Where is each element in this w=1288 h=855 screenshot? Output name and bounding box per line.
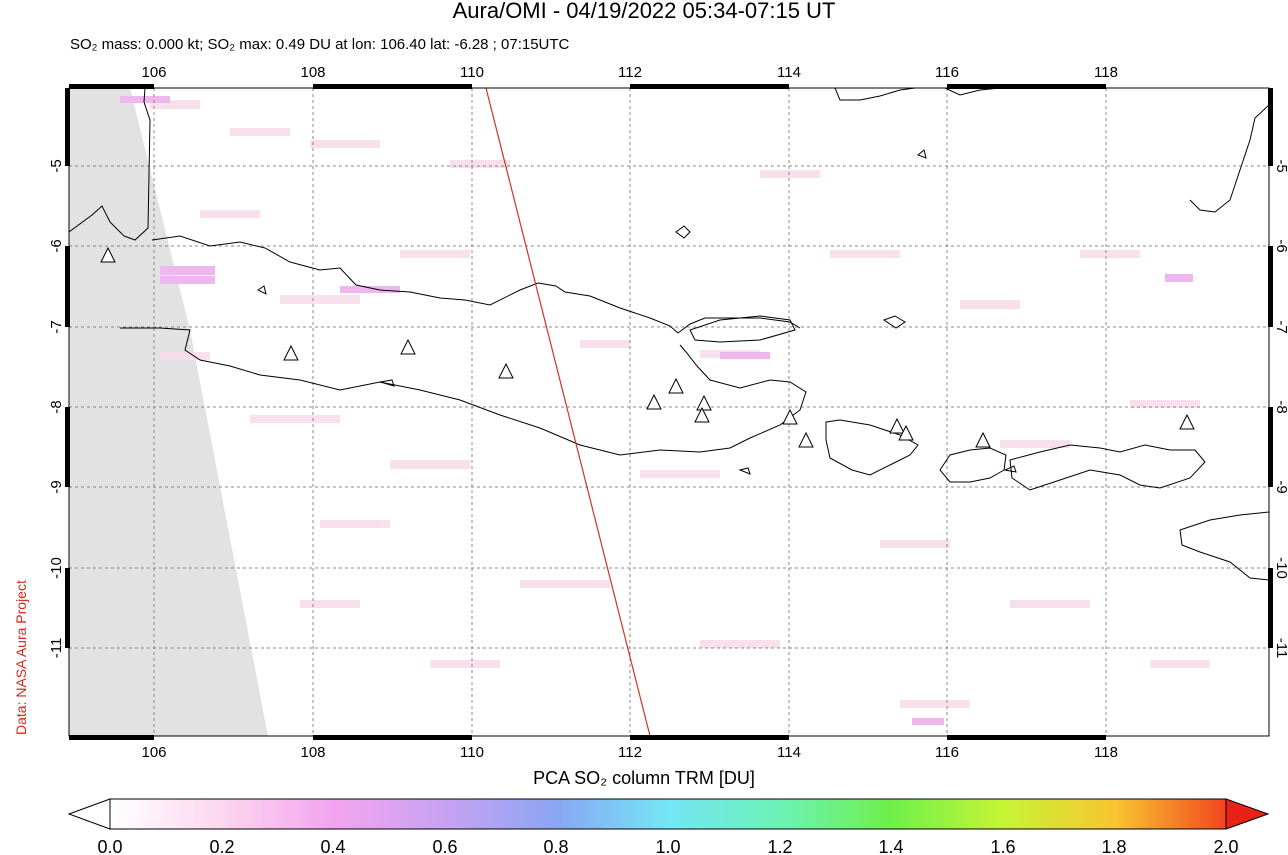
so2-swath <box>69 88 1210 736</box>
frame-checker <box>65 84 1273 740</box>
lon-label: 114 <box>777 64 801 81</box>
colorbar: 0.0 0.2 0.4 0.6 0.8 1.0 1.2 1.4 1.6 1.8 … <box>67 798 1270 855</box>
colorbar-label: 1.0 <box>655 837 680 855</box>
java-south-coast <box>120 327 807 456</box>
lat-label: -9 <box>48 480 65 493</box>
colorbar-labels: 0.0 0.2 0.4 0.6 0.8 1.0 1.2 1.4 1.6 1.8 … <box>97 837 1238 855</box>
lon-label: 106 <box>141 64 166 81</box>
colorbar-low-arrow <box>67 798 111 830</box>
lon-label: 114 <box>777 744 801 761</box>
colorbar-label: 1.6 <box>990 837 1015 855</box>
triangle-icon <box>696 394 712 411</box>
triangle-icon <box>694 406 710 423</box>
lon-label: 106 <box>141 744 166 761</box>
sumatra-coast <box>69 88 151 241</box>
lombok-coast <box>939 447 1007 483</box>
madura-coast <box>689 315 796 343</box>
lon-labels-bottom: 106 108 110 112 114 116 118 <box>141 744 1117 761</box>
lat-label: -8 <box>1273 400 1288 413</box>
map-subtitle: SO₂ mass: 0.000 kt; SO₂ max: 0.49 DU at … <box>70 36 570 53</box>
colorbar-label: 0.0 <box>97 837 122 855</box>
lat-label: -6 <box>1273 239 1288 252</box>
lat-labels-right: -5 -6 -7 -8 -9 -10 -11 <box>1273 159 1288 658</box>
colorbar-label: 2.0 <box>1213 837 1238 855</box>
orbit-track <box>485 87 651 737</box>
lon-label: 110 <box>460 64 484 81</box>
colorbar-label: 0.8 <box>543 837 568 855</box>
lon-label: 118 <box>1094 744 1118 761</box>
colorbar-ramp <box>109 798 1227 830</box>
lat-label: -11 <box>48 638 65 659</box>
colorbar-label: 1.8 <box>1101 837 1126 855</box>
lon-labels-top: 106 108 110 112 114 116 118 <box>141 64 1117 81</box>
so2-pixels <box>150 100 1210 708</box>
no-data-region <box>69 88 268 736</box>
lat-label: -7 <box>1273 320 1288 333</box>
map-title: Aura/OMI - 04/19/2022 05:34-07:15 UT <box>452 0 836 23</box>
lat-label: -5 <box>48 159 65 172</box>
triangle-icon <box>1179 413 1195 430</box>
lon-label: 112 <box>618 744 642 761</box>
lat-label: -9 <box>1273 480 1288 493</box>
colorbar-label: 0.2 <box>209 837 234 855</box>
triangle-icon <box>400 338 416 355</box>
lat-label: -7 <box>48 320 65 333</box>
java-north-coast <box>151 235 801 334</box>
map-grid <box>69 88 1269 736</box>
colorbar-label: 1.4 <box>878 837 903 855</box>
colorbar-title: PCA SO₂ column TRM [DU] <box>533 768 755 788</box>
lat-label: -8 <box>48 400 65 413</box>
lat-label: -10 <box>48 557 65 579</box>
lon-label: 110 <box>460 744 484 761</box>
triangle-icon <box>668 377 684 394</box>
triangle-icon <box>498 362 514 379</box>
lon-label: 108 <box>300 64 325 81</box>
lon-label: 116 <box>935 744 959 761</box>
triangle-icon <box>283 344 299 361</box>
sumbawa-coast <box>1009 444 1206 491</box>
lon-label: 118 <box>1094 64 1118 81</box>
lat-label: -5 <box>1273 159 1288 172</box>
triangle-icon <box>782 408 798 425</box>
colorbar-high-arrow <box>1225 798 1270 830</box>
colorbar-label: 0.6 <box>432 837 457 855</box>
so2-peak-pixels <box>120 96 1193 725</box>
sumba-coast <box>1179 511 1269 581</box>
lat-label: -11 <box>1273 638 1288 659</box>
colorbar-label: 0.4 <box>320 837 345 855</box>
lat-label: -6 <box>48 239 65 252</box>
triangle-icon <box>889 417 905 434</box>
triangle-icon <box>975 431 991 448</box>
triangle-icon <box>898 424 914 441</box>
lon-label: 116 <box>935 64 959 81</box>
islands <box>257 149 1017 475</box>
triangle-icon <box>100 246 116 263</box>
colorbar-label: 1.2 <box>767 837 792 855</box>
lat-label: -10 <box>1273 557 1288 579</box>
triangle-icon <box>646 393 662 410</box>
volcano-markers <box>100 246 1195 448</box>
lat-labels-left: -5 -6 -7 -8 -9 -10 -11 <box>48 159 65 658</box>
triangle-icon <box>798 431 814 448</box>
map-area <box>69 88 1269 736</box>
lon-label: 108 <box>300 744 325 761</box>
bali-coast <box>825 419 919 476</box>
lon-label: 112 <box>618 64 642 81</box>
